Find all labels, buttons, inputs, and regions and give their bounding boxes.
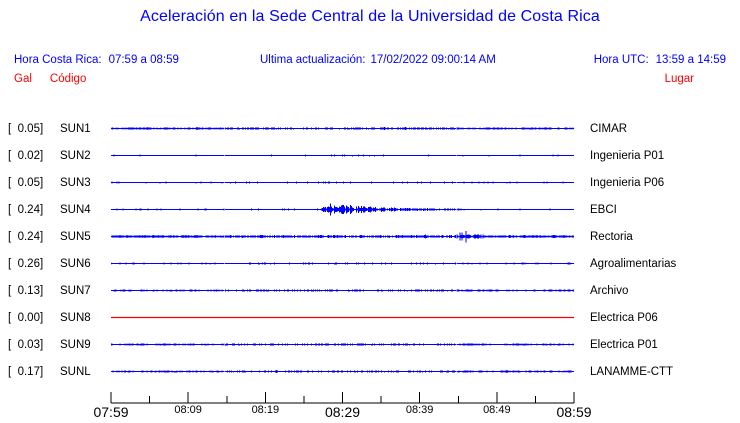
trace-place-sun2: Ingenieria P01 bbox=[590, 149, 665, 162]
trace-peak-value: [ 0.02] bbox=[8, 149, 44, 162]
last-update-value: 17/02/2022 09:00:14 AM bbox=[370, 54, 496, 66]
trace-peak-value: [ 0.03] bbox=[8, 338, 44, 351]
trace-row-sunl: [ 0.17] SUNL LANAMME-CTT bbox=[0, 358, 740, 385]
axis-tick-label: 08:59 bbox=[556, 404, 592, 420]
trace-code: SUN1 bbox=[60, 122, 91, 135]
trace-peak-value: [ 0.26] bbox=[8, 257, 44, 270]
axis-tick-label: 07:59 bbox=[93, 404, 129, 420]
trace-peak-value: [ 0.05] bbox=[8, 176, 44, 189]
seismogram-plot: [ 0.05] SUN1 CIMAR [ 0.02] SUN2 Ingenieria P0… bbox=[0, 108, 740, 423]
page-title: Aceleración en la Sede Central de la Uni… bbox=[140, 8, 600, 25]
trace-row-sun6: [ 0.26] SUN6 Agroalimentarias bbox=[0, 250, 740, 277]
trace-label-sunl: [ 0.17] SUNL bbox=[8, 366, 91, 378]
trace-code: SUN2 bbox=[60, 149, 91, 162]
trace-place-sun6: Agroalimentarias bbox=[590, 257, 677, 270]
trace-place-sun3: Ingenieria P06 bbox=[590, 176, 665, 189]
trace-label-sun4: [ 0.24] SUN4 bbox=[8, 204, 91, 216]
trace-peak-value: [ 0.24] bbox=[8, 203, 44, 216]
trace-row-sun9: [ 0.03] SUN9 Electrica P01 bbox=[0, 331, 740, 358]
trace-code: SUN4 bbox=[60, 203, 91, 216]
trace-label-sun9: [ 0.03] SUN9 bbox=[8, 339, 91, 351]
axis-tick-label: 08:09 bbox=[174, 404, 202, 416]
trace-row-sun8: [ 0.00] SUN8 Electrica P06 bbox=[0, 304, 740, 331]
trace-place-sun4: EBCI bbox=[590, 203, 617, 216]
utc-time-readout: Hora UTC: 13:59 a 14:59 bbox=[594, 54, 726, 66]
trace-label-sun8: [ 0.00] SUN8 bbox=[8, 312, 91, 324]
trace-code: SUN9 bbox=[60, 338, 91, 351]
trace-label-sun7: [ 0.13] SUN7 bbox=[8, 285, 91, 297]
trace-waveform-sun2 bbox=[111, 142, 574, 169]
place-column-header: Lugar bbox=[664, 73, 694, 85]
trace-peak-value: [ 0.13] bbox=[8, 284, 44, 297]
trace-waveform-sun8 bbox=[111, 304, 574, 331]
local-time-value: 07:59 a 08:59 bbox=[108, 54, 179, 66]
trace-label-sun1: [ 0.05] SUN1 bbox=[8, 123, 91, 135]
trace-label-sun6: [ 0.26] SUN6 bbox=[8, 258, 91, 270]
trace-waveform-sun3 bbox=[111, 169, 574, 196]
trace-peak-value: [ 0.05] bbox=[8, 122, 44, 135]
trace-label-sun3: [ 0.05] SUN3 bbox=[8, 177, 91, 189]
trace-waveform-sun5 bbox=[111, 223, 574, 250]
trace-row-sun5: [ 0.24] SUN5 Rectoria bbox=[0, 223, 740, 250]
trace-place-sun8: Electrica P06 bbox=[590, 311, 658, 324]
trace-code: SUN6 bbox=[60, 257, 91, 270]
trace-peak-value: [ 0.00] bbox=[8, 311, 44, 324]
trace-row-sun2: [ 0.02] SUN2 Ingenieria P01 bbox=[0, 142, 740, 169]
utc-time-label: Hora UTC: bbox=[593, 54, 649, 66]
axis-tick-label: 08:49 bbox=[483, 404, 511, 416]
trace-row-sun7: [ 0.13] SUN7 Archivo bbox=[0, 277, 740, 304]
trace-peak-value: [ 0.24] bbox=[8, 230, 44, 243]
trace-waveform-sun1 bbox=[111, 115, 574, 142]
trace-place-sun9: Electrica P01 bbox=[590, 338, 658, 351]
trace-peak-value: [ 0.17] bbox=[8, 365, 44, 378]
axis-tick-label: 08:19 bbox=[251, 404, 280, 416]
trace-waveform-sun6 bbox=[111, 250, 574, 277]
trace-code: SUN3 bbox=[60, 176, 91, 189]
trace-waveform-sunl bbox=[111, 358, 574, 385]
last-update-label: Ultima actualización: bbox=[260, 54, 366, 66]
utc-time-value: 13:59 a 14:59 bbox=[655, 54, 726, 66]
axis-tick-label: 08:29 bbox=[324, 404, 361, 420]
trace-waveform-sun7 bbox=[111, 277, 574, 304]
code-column-header: Código bbox=[49, 73, 87, 85]
trace-waveform-sun9 bbox=[111, 331, 574, 358]
trace-code: SUN7 bbox=[60, 284, 91, 297]
trace-row-sun3: [ 0.05] SUN3 Ingenieria P06 bbox=[0, 169, 740, 196]
column-headers-left: Gal Código bbox=[14, 73, 86, 85]
unit-column-header: Gal bbox=[14, 73, 32, 85]
axis-tick-label: 08:39 bbox=[405, 404, 434, 416]
trace-code: SUN5 bbox=[60, 230, 91, 243]
trace-label-sun5: [ 0.24] SUN5 bbox=[8, 231, 91, 243]
trace-code: SUNL bbox=[60, 365, 91, 378]
local-time-label: Hora Costa Rica: bbox=[14, 54, 102, 66]
trace-waveform-sun4 bbox=[111, 196, 574, 223]
trace-place-sun1: CIMAR bbox=[590, 122, 628, 135]
trace-code: SUN8 bbox=[60, 311, 91, 324]
trace-place-sun7: Archivo bbox=[590, 284, 629, 297]
trace-label-sun2: [ 0.02] SUN2 bbox=[8, 150, 91, 162]
trace-place-sun5: Rectoria bbox=[590, 230, 633, 243]
last-update-readout: Ultima actualización: 17/02/2022 09:00:14… bbox=[260, 54, 496, 66]
trace-place-sunl: LANAMME-CTT bbox=[590, 365, 674, 378]
trace-row-sun1: [ 0.05] SUN1 CIMAR bbox=[0, 115, 740, 142]
local-time-readout: Hora Costa Rica: 07:59 a 08:59 bbox=[14, 54, 179, 66]
time-axis: 07:59 08:09 08:19 08:29 08:39 08:49 08:59 bbox=[0, 392, 740, 423]
trace-row-sun4: [ 0.24] SUN4 EBCI bbox=[0, 196, 740, 223]
axis-ticks-icon bbox=[110, 392, 575, 404]
